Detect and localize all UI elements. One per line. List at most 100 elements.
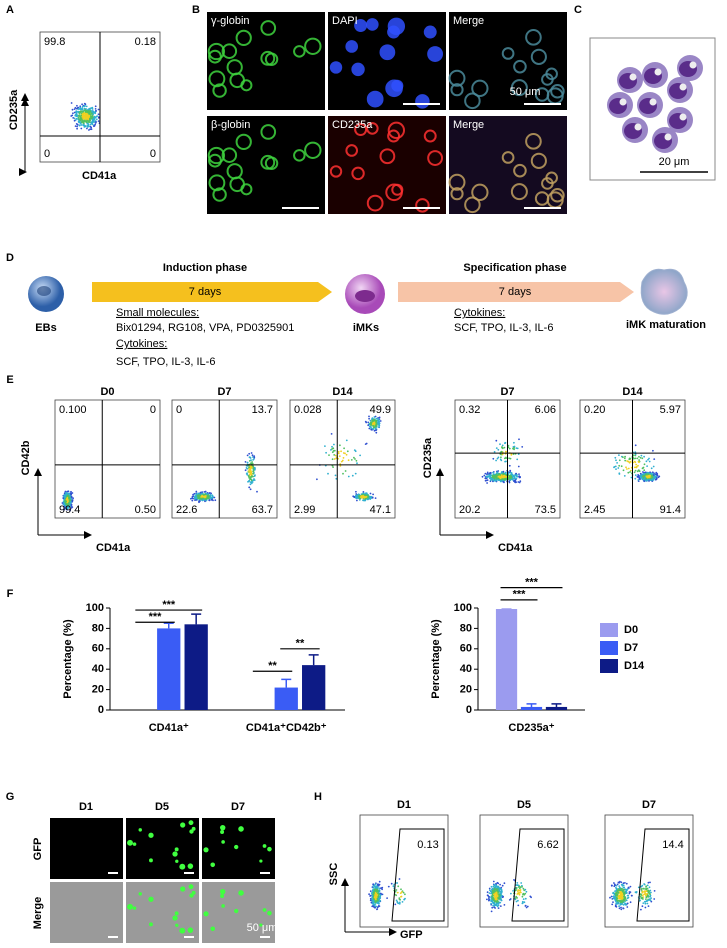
event-dot <box>648 457 650 460</box>
flow-plot-frame <box>359 814 449 928</box>
event-dot <box>248 480 250 483</box>
event-dot <box>86 122 89 125</box>
event-dot <box>97 108 100 111</box>
event-dot <box>372 901 375 904</box>
gate <box>391 828 445 922</box>
event-dot <box>81 107 84 110</box>
event-dot <box>525 906 528 909</box>
event-dot <box>634 453 637 456</box>
event-dot <box>500 889 503 892</box>
event-dot <box>351 474 354 477</box>
event-dot <box>621 898 623 901</box>
event-dot <box>400 891 403 893</box>
event-dot <box>490 902 492 905</box>
event-dot <box>620 906 622 909</box>
event-dot <box>647 478 649 481</box>
error-bar <box>163 622 174 629</box>
event-dot <box>400 888 402 891</box>
event-dot <box>616 883 619 886</box>
event-dot <box>655 471 658 474</box>
event-dot <box>97 113 100 116</box>
event-dot <box>399 898 401 901</box>
gfp-cell <box>259 923 263 927</box>
significance-label: *** <box>162 599 176 611</box>
x-tick-label: CD235a⁺ <box>508 722 554 734</box>
event-dot <box>347 475 350 478</box>
event-dot <box>615 468 617 470</box>
event-dot <box>492 880 495 883</box>
event-dot <box>640 477 642 479</box>
event-dot <box>629 471 631 473</box>
cell <box>427 150 444 166</box>
cell <box>550 187 565 203</box>
event-dot <box>365 442 368 445</box>
event-dot <box>80 124 83 126</box>
event-dot <box>198 500 200 503</box>
event-dot <box>95 121 97 123</box>
event-dot <box>374 889 377 892</box>
event-dot <box>369 495 371 498</box>
event-dot <box>498 479 500 482</box>
event-dot <box>634 477 637 480</box>
event-dot <box>204 498 207 500</box>
quadrant-value: 73.5 <box>535 504 556 516</box>
event-dot <box>246 474 249 476</box>
event-dot <box>614 456 617 459</box>
event-dot <box>401 901 404 903</box>
event-dot <box>498 894 501 897</box>
axis-label: Percentage (%) <box>430 619 442 699</box>
vacuole <box>664 133 672 141</box>
event-dot <box>493 451 496 453</box>
event-dot <box>495 459 497 462</box>
event-dot <box>624 896 627 899</box>
event-dot <box>204 490 207 493</box>
cell <box>387 121 406 139</box>
event-dot <box>650 467 653 470</box>
event-dot <box>510 892 512 895</box>
event-dot <box>491 894 494 897</box>
label: iMKs <box>353 322 379 334</box>
gate <box>636 828 690 922</box>
gfp-cell <box>175 923 179 927</box>
event-dot <box>76 127 78 130</box>
cell <box>423 25 437 39</box>
event-dot <box>193 492 196 495</box>
event-dot <box>83 119 86 122</box>
event-dot <box>497 890 499 893</box>
event-dot <box>484 472 487 475</box>
event-dot <box>613 893 616 896</box>
event-dot <box>192 493 195 496</box>
event-dot <box>625 882 628 885</box>
event-dot <box>362 496 365 499</box>
event-dot <box>378 900 381 903</box>
event-dot <box>378 880 381 883</box>
event-dot <box>646 887 649 890</box>
quadrant-value: 0 <box>44 148 50 160</box>
event-dot <box>377 426 380 428</box>
event-dot <box>615 902 618 904</box>
cell <box>530 152 547 169</box>
quadrant-value: 0.028 <box>294 404 322 416</box>
event-dot <box>645 885 648 888</box>
event-dot <box>613 883 616 886</box>
event-dot <box>499 905 502 907</box>
event-dot <box>643 478 646 480</box>
event-dot <box>622 456 624 459</box>
event-dot <box>367 424 370 427</box>
event-dot <box>633 471 636 474</box>
event-dot <box>376 888 378 891</box>
event-dot <box>641 896 643 899</box>
gfp-cell <box>179 863 186 870</box>
event-dot <box>643 900 646 903</box>
event-dot <box>89 112 91 115</box>
event-dot <box>374 901 377 904</box>
y-tick-label: 80 <box>460 622 472 634</box>
event-dot <box>375 423 378 425</box>
event-dot <box>509 457 512 460</box>
event-dot <box>92 120 95 122</box>
content: A B C D E F G H 99.8 0.18 0 0 CD235a CD41a γ-globin DAP… <box>6 4 716 943</box>
plot-title: D1 <box>397 799 411 811</box>
event-dot <box>653 898 656 900</box>
event-dot <box>486 894 489 897</box>
event-dot <box>372 884 375 887</box>
